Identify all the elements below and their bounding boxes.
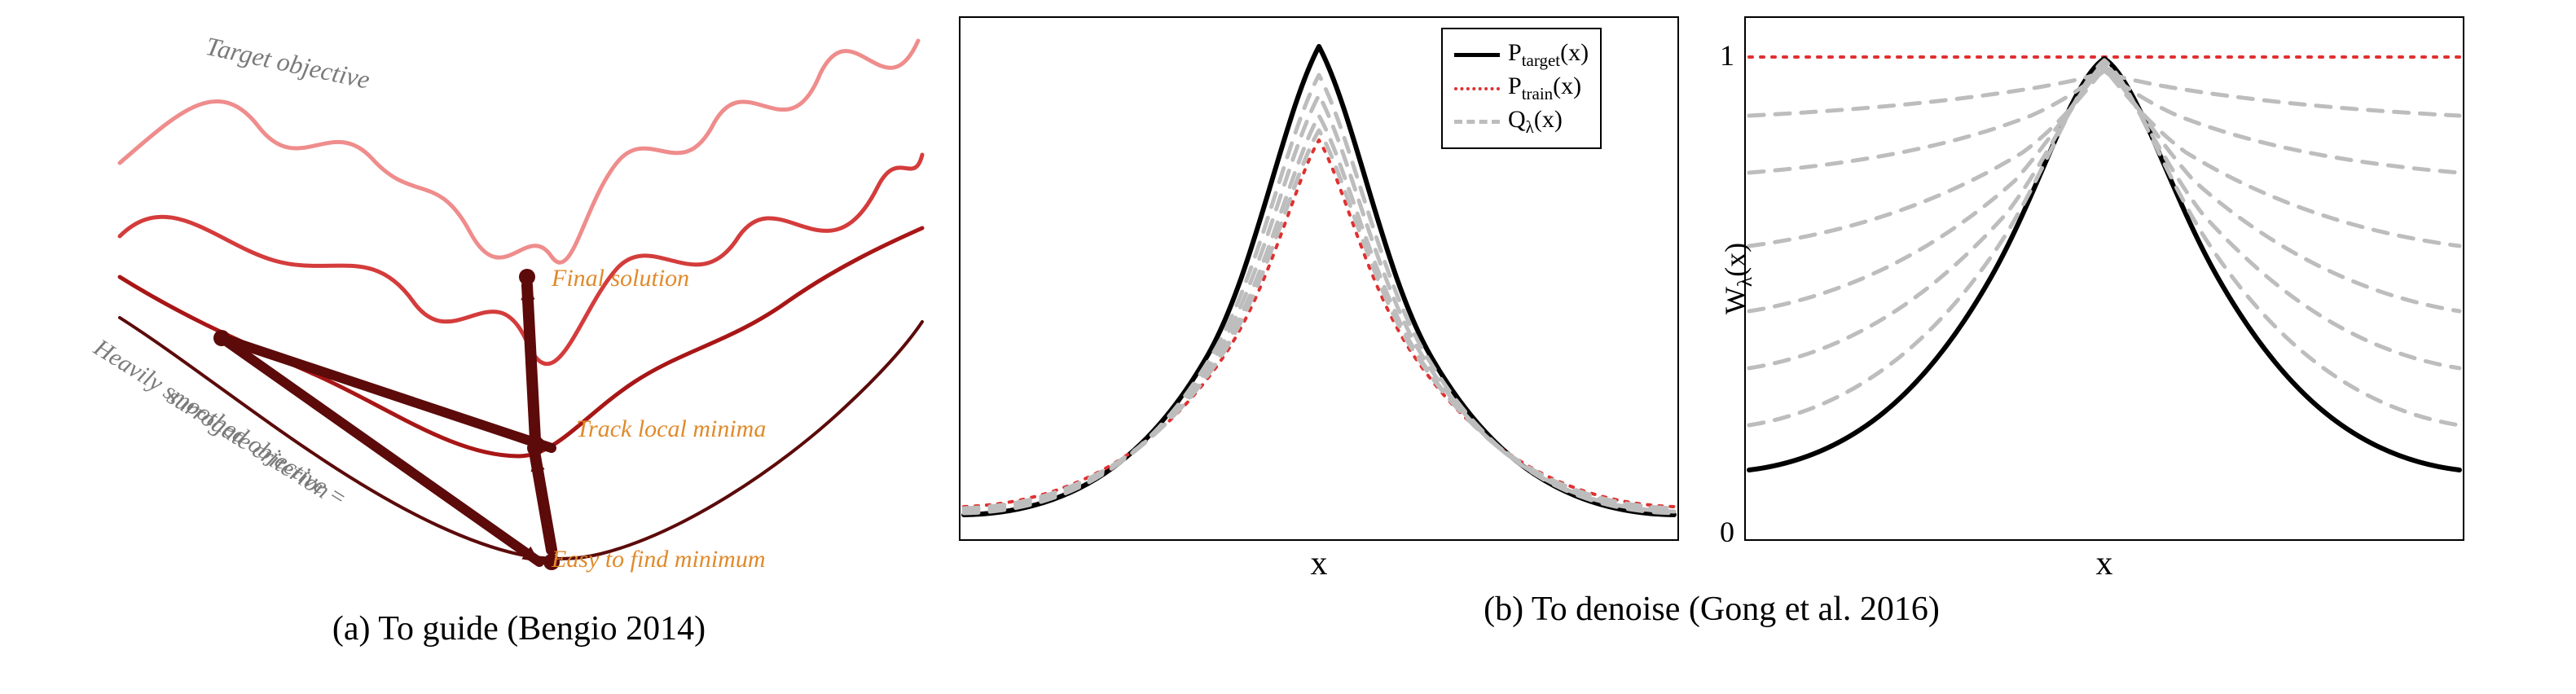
panel-b-plot1-wrap: Ptarget(x)Ptrain(x)Qλ(x) x (959, 16, 1679, 583)
legend-row: Ptrain(x) (1454, 72, 1589, 104)
legend-row: Ptarget(x) (1454, 39, 1589, 71)
ytick-label: 0 (1720, 515, 1734, 549)
panel-b-plot1: Ptarget(x)Ptrain(x)Qλ(x) (959, 16, 1679, 541)
legend-label: Qλ(x) (1508, 106, 1563, 138)
diagram-label: Final solution (552, 265, 689, 292)
plot1-xlabel: x (959, 544, 1679, 583)
legend-row: Qλ(x) (1454, 106, 1589, 138)
legend: Ptarget(x)Ptrain(x)Qλ(x) (1441, 28, 1602, 149)
panel-b-caption: (b) To denoise (Gong et al. 2016) (1484, 590, 1940, 629)
figure-row: Target objectiveHeavily smoothed objecti… (16, 16, 2560, 648)
diagram-label: Track local minima (576, 415, 766, 443)
legend-swatch (1454, 87, 1500, 90)
legend-swatch (1454, 120, 1500, 124)
legend-swatch (1454, 53, 1500, 57)
panel-a-caption: (a) To guide (Bengio 2014) (332, 609, 706, 648)
plot2-ylabel: Wλ(x) (1718, 243, 1757, 314)
panel-a-diagram: Target objectiveHeavily smoothed objecti… (112, 16, 926, 603)
panel-b-plot2: Wλ(x) 10 (1744, 16, 2464, 541)
diagram-label: Easy to find minimum (552, 546, 766, 573)
plot2-xlabel: x (1744, 544, 2464, 583)
panel-b-plot2-wrap: Wλ(x) 10 x (1744, 16, 2464, 583)
panel-b: Ptarget(x)Ptrain(x)Qλ(x) x Wλ(x) 10 x (b… (959, 16, 2464, 629)
legend-label: Ptrain(x) (1508, 72, 1581, 104)
ytick-label: 1 (1720, 38, 1734, 72)
legend-label: Ptarget(x) (1508, 39, 1589, 71)
panel-a: Target objectiveHeavily smoothed objecti… (112, 16, 926, 648)
